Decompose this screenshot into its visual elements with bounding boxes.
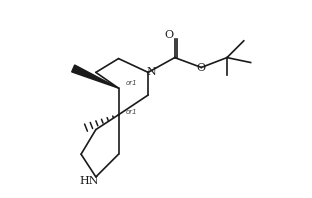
Polygon shape — [72, 65, 119, 88]
Text: HN: HN — [79, 176, 99, 186]
Text: N: N — [146, 67, 156, 77]
Text: or1: or1 — [125, 109, 137, 115]
Text: O: O — [164, 30, 173, 40]
Text: or1: or1 — [125, 80, 137, 86]
Text: O: O — [197, 63, 206, 73]
